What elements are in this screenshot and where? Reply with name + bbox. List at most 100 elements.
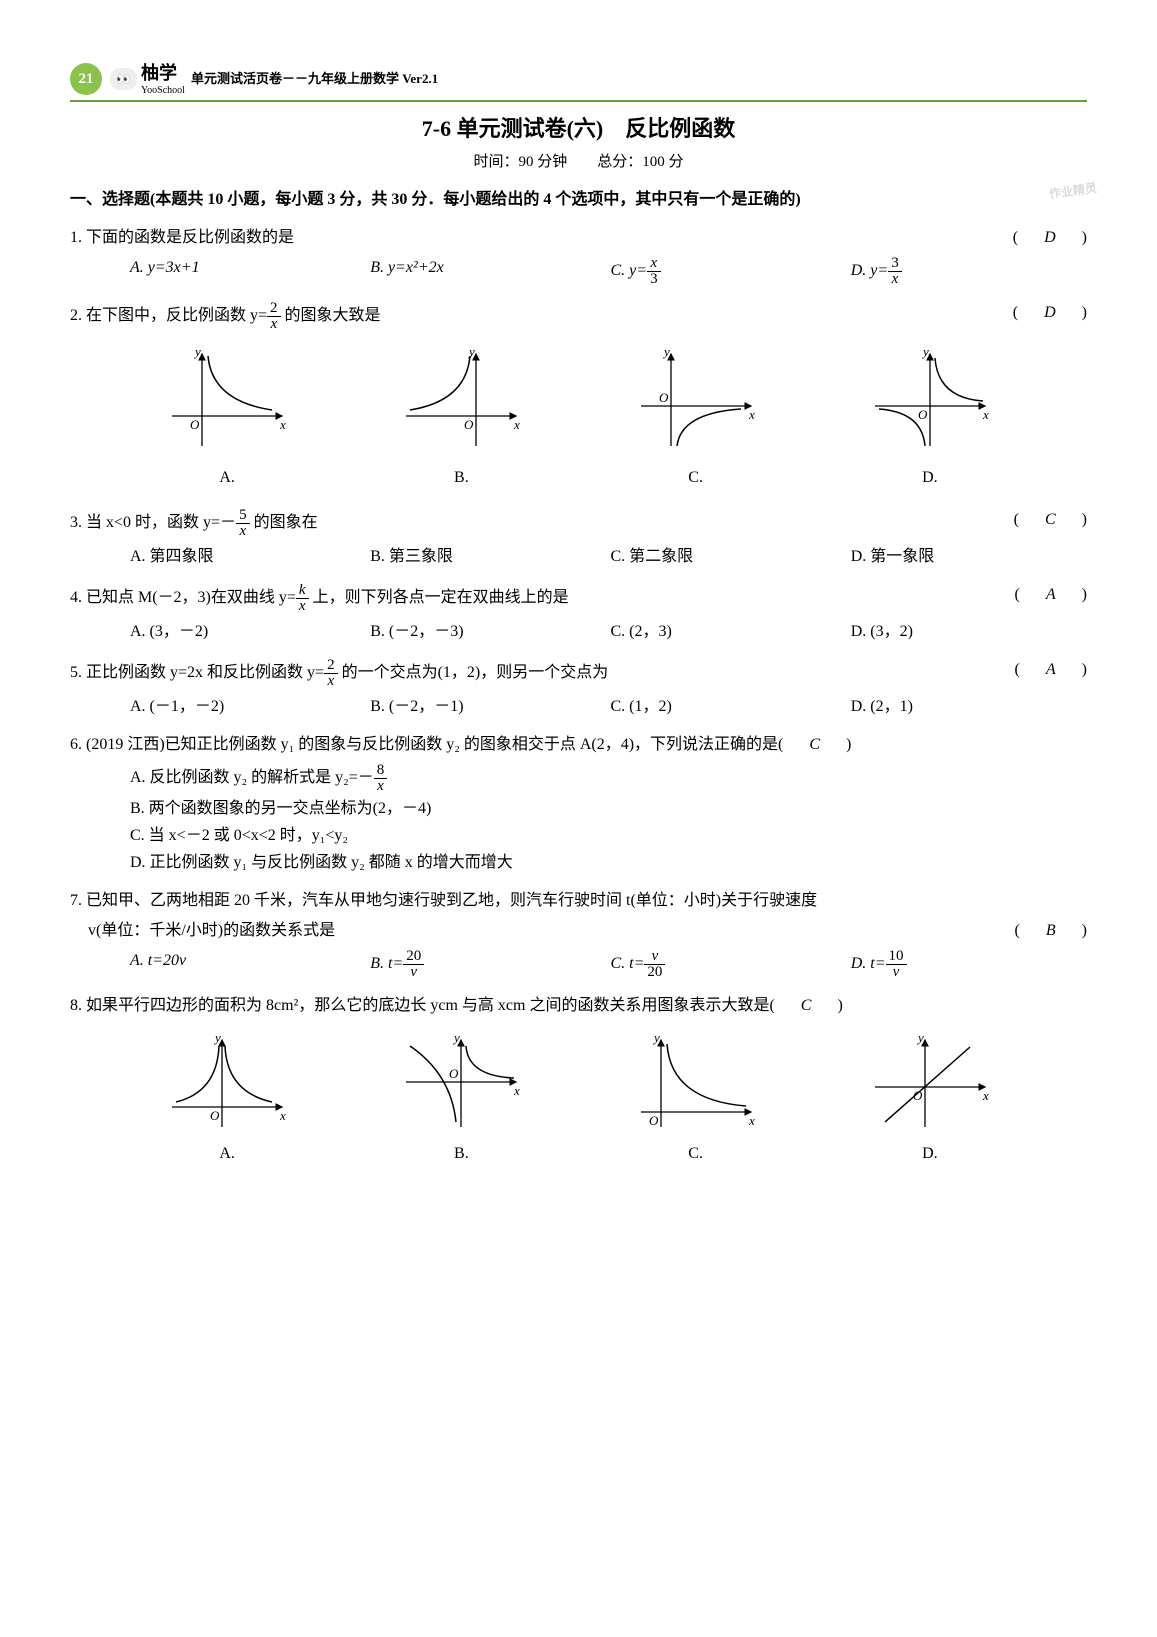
q4-opt-b: B. (－2，－3) [370, 620, 606, 644]
q7-stem2: v(单位：千米/小时)的函数关系式是 [88, 922, 335, 939]
svg-text:x: x [279, 417, 286, 432]
svg-text:O: O [210, 1108, 220, 1123]
q2-stem: 2. 在下图中，反比例函数 y=2x 的图象大致是 [70, 301, 1087, 332]
q3-answer: C [1045, 511, 1056, 528]
q4-opt-c: C. (2，3) [611, 620, 847, 644]
q2-label-c: C. [631, 466, 761, 490]
q8-label-b: B. [396, 1142, 526, 1166]
page-number-badge: 21 [70, 63, 102, 95]
question-5: 5. 正比例函数 y=2x 和反比例函数 y=2x 的一个交点为(1，2)，则另… [70, 658, 1087, 719]
q5-opt-b: B. (－2，－1) [370, 695, 606, 719]
q2-label-d: D. [865, 466, 995, 490]
q1-answer-slot: ( D ) [1013, 226, 1087, 250]
q5-options: A. (－1，－2) B. (－2，－1) C. (1，2) D. (2，1) [70, 695, 1087, 719]
q7-answer: B [1046, 922, 1056, 939]
q7-stem: 7. 已知甲、乙两地相距 20 千米，汽车从甲地匀速行驶到乙地，则汽车行驶时间 … [70, 889, 1087, 913]
q7-options: A. t=20v B. t=20v C. t=v20 D. t=10v [70, 949, 1087, 980]
q2-answer: D [1044, 304, 1056, 321]
q2-graph-d: y x O D. [865, 346, 995, 490]
graph-a-svg: y x O [162, 346, 292, 456]
svg-text:x: x [982, 407, 989, 422]
page-header: 21 👀 柚学 YooSchool 单元测试活页卷－－九年级上册数学 Ver2.… [70, 60, 1087, 102]
svg-text:x: x [982, 1088, 989, 1103]
q3-opt-d: D. 第一象限 [851, 545, 1087, 569]
q8-answer: C [801, 997, 812, 1014]
svg-text:O: O [659, 390, 669, 405]
svg-text:y: y [193, 344, 201, 359]
question-3: 3. 当 x<0 时，函数 y=－5x 的图象在 ( C ) A. 第四象限 B… [70, 508, 1087, 569]
svg-text:O: O [190, 417, 200, 432]
q8-graphs: yxO A. yxO B. yxO C. [70, 1024, 1087, 1170]
page-subtitle: 时间：90 分钟 总分：100 分 [70, 151, 1087, 174]
q6-opt-d: D. 正比例函数 y₁ 与反比例函数 y₂ 都随 x 的增大而增大 [130, 851, 1087, 875]
q3-opt-c: C. 第二象限 [611, 545, 847, 569]
q3-opt-a: A. 第四象限 [130, 545, 366, 569]
q1-opt-c: C. y=x3 [611, 256, 847, 287]
graph-b-svg: yxO [396, 346, 526, 456]
q4-options: A. (3，－2) B. (－2，－3) C. (2，3) D. (3，2) [70, 620, 1087, 644]
q2-graph-c: y x O C. [631, 346, 761, 490]
q8-graph-b: yxO B. [396, 1032, 526, 1166]
logo-subtext: YooSchool [141, 83, 185, 98]
q4-answer: A [1046, 586, 1056, 603]
section-1-header: 一、选择题(本题共 10 小题，每小题 3 分，共 30 分．每小题给出的 4 … [70, 188, 1087, 212]
q1-opt-d: D. y=3x [851, 256, 1087, 287]
q5-opt-a: A. (－1，－2) [130, 695, 366, 719]
q2-answer-slot: ( D ) [1013, 301, 1087, 325]
svg-text:y: y [652, 1030, 660, 1045]
q7-answer-slot: ( B ) [1015, 919, 1087, 943]
question-1: 1. 下面的函数是反比例函数的是 ( D ) A. y=3x+1 B. y=x²… [70, 226, 1087, 287]
q3-opt-b: B. 第三象限 [370, 545, 606, 569]
q4-opt-d: D. (3，2) [851, 620, 1087, 644]
q1-stem: 1. 下面的函数是反比例函数的是 [70, 226, 1087, 250]
q5-stem: 5. 正比例函数 y=2x 和反比例函数 y=2x 的一个交点为(1，2)，则另… [70, 658, 1087, 689]
watermark-icon: 作业精灵 [1048, 178, 1098, 203]
q7-opt-d: D. t=10v [851, 949, 1087, 980]
logo: 👀 柚学 YooSchool [110, 60, 185, 98]
q3-options: A. 第四象限 B. 第三象限 C. 第二象限 D. 第一象限 [70, 545, 1087, 569]
q6-options: A. 反比例函数 y₂ 的解析式是 y₂=－8x B. 两个函数图象的另一交点坐… [70, 763, 1087, 875]
svg-text:O: O [918, 407, 928, 422]
q2-graphs: yxO A. yxO B. yxO C. [70, 338, 1087, 494]
svg-text:x: x [748, 1113, 755, 1128]
svg-text:y: y [916, 1030, 924, 1045]
q4-answer-slot: ( A ) [1015, 583, 1087, 607]
q1-opt-a: A. y=3x+1 [130, 256, 366, 287]
q8-label-c: C. [631, 1142, 761, 1166]
q2-label-b: B. [396, 466, 526, 490]
svg-text:y: y [921, 344, 929, 359]
q5-opt-c: C. (1，2) [611, 695, 847, 719]
q8-label-a: A. [162, 1142, 292, 1166]
q3-stem: 3. 当 x<0 时，函数 y=－5x 的图象在 [70, 508, 1087, 539]
graph-d-svg: y x O [865, 346, 995, 456]
q6-stem: 6. (2019 江西)已知正比例函数 y₁ 的图象与反比例函数 y₂ 的图象相… [70, 733, 1087, 757]
q6-answer: C [809, 736, 820, 753]
q7-opt-c: C. t=v20 [611, 949, 847, 980]
q5-answer-slot: ( A ) [1015, 658, 1087, 682]
question-8: 8. 如果平行四边形的面积为 8cm²，那么它的底边长 ycm 与高 xcm 之… [70, 994, 1087, 1170]
svg-text:O: O [649, 1113, 659, 1128]
q4-stem: 4. 已知点 M(－2，3)在双曲线 y=kx 上，则下列各点一定在双曲线上的是 [70, 583, 1087, 614]
svg-text:y: y [662, 344, 670, 359]
q8-stem: 8. 如果平行四边形的面积为 8cm²，那么它的底边长 ycm 与高 xcm 之… [70, 994, 1087, 1018]
q6-opt-a: A. 反比例函数 y₂ 的解析式是 y₂=－8x [130, 763, 1087, 794]
version-text: 单元测试活页卷－－九年级上册数学 Ver2.1 [191, 69, 438, 89]
q7-opt-b: B. t=20v [370, 949, 606, 980]
page-title: 7-6 单元测试卷(六) 反比例函数 [70, 112, 1087, 145]
svg-text:O: O [464, 417, 474, 432]
section-1-text: 一、选择题(本题共 10 小题，每小题 3 分，共 30 分．每小题给出的 4 … [70, 191, 801, 208]
question-2: 2. 在下图中，反比例函数 y=2x 的图象大致是 ( D ) yxO A. y… [70, 301, 1087, 494]
q6-opt-c: C. 当 x<－2 或 0<x<2 时，y₁<y₂ [130, 824, 1087, 848]
svg-text:y: y [213, 1030, 221, 1045]
q7-opt-a: A. t=20v [130, 949, 366, 980]
q1-options: A. y=3x+1 B. y=x²+2x C. y=x3 D. y=3x [70, 256, 1087, 287]
svg-text:O: O [449, 1066, 459, 1081]
svg-text:y: y [467, 344, 475, 359]
graph-c-svg: y x O [631, 346, 761, 456]
q5-opt-d: D. (2，1) [851, 695, 1087, 719]
q2-graph-a: yxO A. [162, 346, 292, 490]
svg-text:x: x [748, 407, 755, 422]
q5-answer: A [1046, 661, 1056, 678]
question-4: 4. 已知点 M(－2，3)在双曲线 y=kx 上，则下列各点一定在双曲线上的是… [70, 583, 1087, 644]
svg-text:x: x [279, 1108, 286, 1123]
